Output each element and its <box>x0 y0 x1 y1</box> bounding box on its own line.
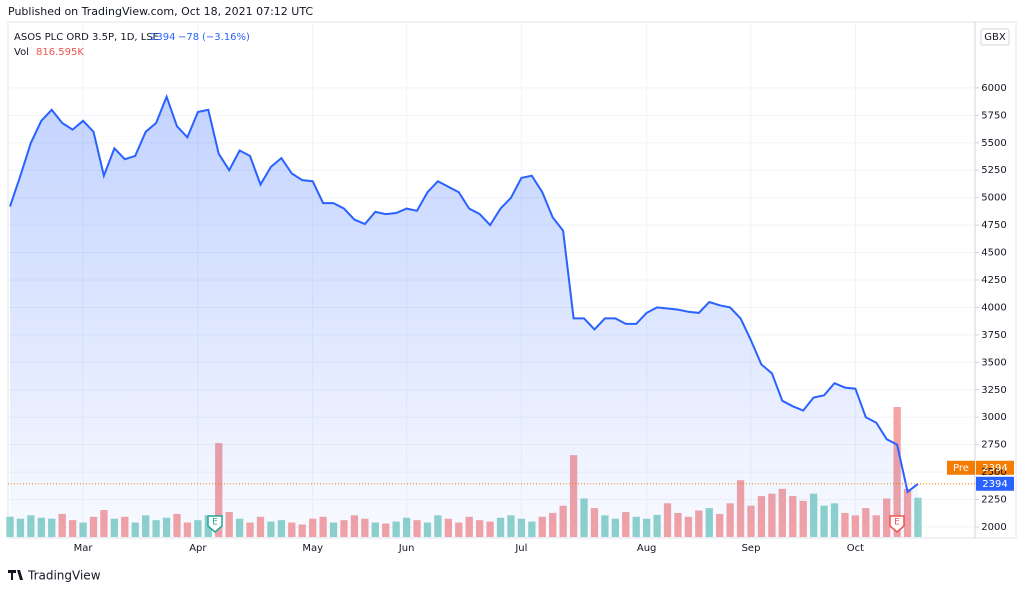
earnings-label: E <box>212 518 218 528</box>
currency[interactable]: GBX <box>984 32 1006 43</box>
price-area <box>10 96 918 538</box>
earnings-marker[interactable]: E <box>207 515 223 533</box>
x-tick-label: Oct <box>847 543 864 554</box>
pre-tag-box <box>947 460 975 475</box>
earnings-marker[interactable]: E <box>889 515 905 533</box>
x-tick-label: Jun <box>398 543 415 554</box>
y-tick-label: 2500 <box>981 467 1006 478</box>
y-tick-label: 5000 <box>981 193 1006 204</box>
earnings-label: E <box>894 518 900 528</box>
symbol-title: ASOS PLC ORD 3.5P, 1D, LSE <box>14 32 159 43</box>
y-tick-label: 4000 <box>981 302 1006 313</box>
y-tick-label: 3000 <box>981 412 1006 423</box>
brand-logo <box>8 570 23 580</box>
price-change: −78 <box>178 32 199 43</box>
volume-label: Vol <box>14 47 29 58</box>
y-tick-label: 3500 <box>981 357 1006 368</box>
y-tick-label: 2250 <box>981 495 1006 506</box>
y-tick-label: 3750 <box>981 330 1006 341</box>
pre-tag-label: Pre <box>953 463 969 474</box>
y-tick-label: 4500 <box>981 248 1006 259</box>
price-tag-box <box>976 460 1014 475</box>
price-line <box>9 93 919 494</box>
y-tick-label: 2750 <box>981 440 1006 451</box>
currency-box[interactable] <box>980 28 1010 46</box>
published-note: Published on TradingView.com, Oct 18, 20… <box>8 5 313 18</box>
y-tick-label: 5750 <box>981 110 1006 121</box>
price-tag-value: 2394 <box>982 463 1007 474</box>
x-tick-label: Mar <box>74 543 94 554</box>
y-tick-label: 4250 <box>981 275 1006 286</box>
y-tick-label: 2000 <box>981 522 1006 533</box>
last-price: 2394 <box>150 32 175 43</box>
x-tick-label: May <box>302 543 323 554</box>
y-tick-label: 5500 <box>981 138 1006 149</box>
price-tag-box <box>976 476 1014 491</box>
y-tick-label: 3250 <box>981 385 1006 396</box>
volume-value: 816.595K <box>36 47 84 58</box>
x-tick-label: Jul <box>514 543 527 554</box>
y-tick-label: 6000 <box>981 83 1006 94</box>
x-tick-label: Aug <box>637 543 657 554</box>
price-tag-value: 2394 <box>982 479 1007 490</box>
x-tick-label: Apr <box>189 543 207 554</box>
price-change-pct: (−3.16%) <box>202 32 250 43</box>
x-tick-label: Sep <box>742 543 761 554</box>
brand: TradingView <box>27 569 101 583</box>
y-tick-label: 5250 <box>981 165 1006 176</box>
y-tick-label: 4750 <box>981 220 1006 231</box>
